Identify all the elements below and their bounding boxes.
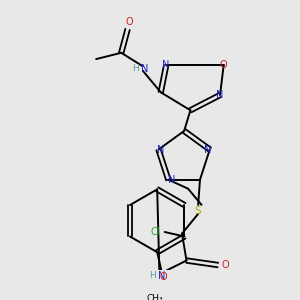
Text: N: N [216,90,224,100]
Text: N: N [163,60,170,70]
Text: Cl: Cl [151,227,160,237]
Text: O: O [125,17,133,27]
Text: N: N [168,175,175,185]
Text: N: N [158,271,165,281]
Text: H: H [132,64,139,74]
Text: S: S [195,206,202,216]
Text: O: O [220,60,227,70]
Text: O: O [221,260,229,270]
Text: CH₃: CH₃ [146,294,163,300]
Text: N: N [204,145,212,154]
Text: H: H [149,271,156,280]
Text: O: O [160,272,167,282]
Text: N: N [141,64,148,74]
Text: N: N [157,145,164,154]
